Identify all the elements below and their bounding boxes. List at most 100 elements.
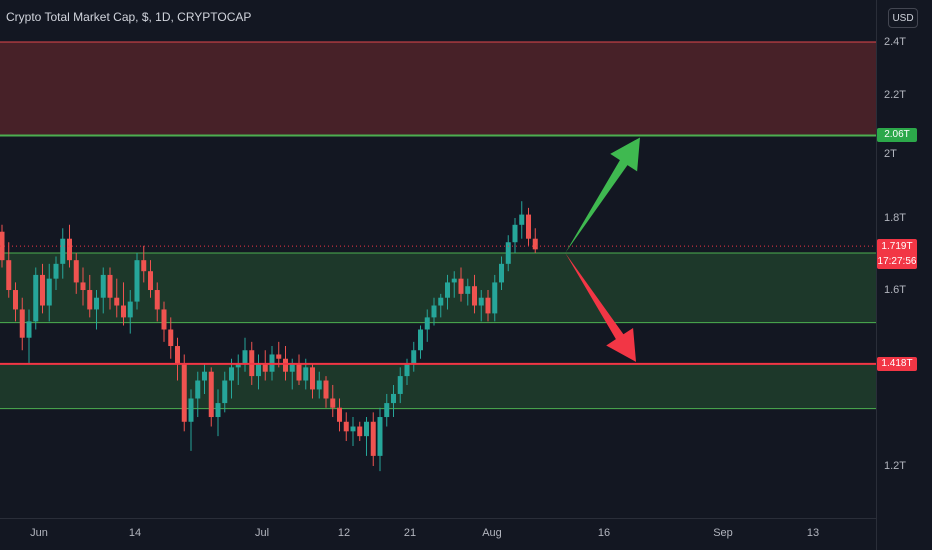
candles-layer <box>0 201 538 472</box>
candle-body <box>330 398 336 408</box>
y-tick-label: 2.4T <box>884 36 907 48</box>
current-price-value: 1.719T <box>881 241 913 253</box>
candle-body <box>195 380 201 399</box>
candle-body <box>357 426 363 437</box>
candle-body <box>431 305 437 318</box>
price-axis-separator <box>876 0 877 550</box>
candle-body <box>350 426 356 432</box>
candle-body <box>465 286 471 294</box>
candle-body <box>53 263 59 279</box>
zones-layer <box>0 41 876 410</box>
candle-body <box>499 263 504 283</box>
candle-body <box>377 417 383 456</box>
candle-body <box>222 380 228 404</box>
candle-body <box>114 297 120 306</box>
currency-button[interactable]: USD <box>888 8 918 28</box>
candle-body <box>161 309 167 330</box>
levels-layer <box>0 134 876 365</box>
candle-body <box>303 367 309 381</box>
candle-body <box>458 278 464 294</box>
candle-body <box>424 317 430 330</box>
candle-body <box>519 214 525 225</box>
candle-body <box>445 282 450 298</box>
candle-body <box>134 260 140 302</box>
x-tick-label: 12 <box>337 527 351 539</box>
candle-body <box>0 231 5 261</box>
chart-title: Crypto Total Market Cap, $, 1D, CRYPTOCA… <box>6 10 252 24</box>
candle-body <box>67 238 72 261</box>
level-price-tag-top: 2.06T <box>877 128 917 143</box>
candle-body <box>26 321 32 338</box>
y-tick-label: 1.8T <box>884 211 907 224</box>
candle-body <box>215 403 221 418</box>
candle-body <box>411 350 417 364</box>
candle-body <box>141 260 147 272</box>
candle-body <box>235 363 241 368</box>
candle-body <box>451 278 457 283</box>
x-tick-label: Jun <box>30 527 48 539</box>
candle-body <box>418 329 423 351</box>
candle-body <box>46 278 52 306</box>
candle-body <box>283 358 288 372</box>
countdown-timer: 17:27:56 <box>877 256 917 268</box>
candle-body <box>188 398 194 422</box>
support-zone <box>0 363 876 409</box>
candle-body <box>6 260 12 291</box>
candle-body <box>33 274 39 322</box>
resistance-zone <box>0 42 876 136</box>
candle-body <box>154 290 160 310</box>
candle-body <box>384 403 390 418</box>
candle-body <box>337 407 342 422</box>
x-tick-label: Aug <box>482 527 502 539</box>
candle-body <box>60 238 66 264</box>
x-tick-label: 16 <box>597 527 611 539</box>
candle-body <box>289 363 295 372</box>
candle-body <box>121 305 126 318</box>
y-tick-label: 2T <box>884 147 897 160</box>
candle-body <box>256 363 261 377</box>
candle-body <box>364 421 369 437</box>
candle-body <box>107 274 113 298</box>
candle-body <box>181 363 187 422</box>
candle-body <box>175 346 180 364</box>
x-tick-label: 21 <box>403 527 417 539</box>
candle-body <box>404 363 410 377</box>
candle-body <box>397 376 403 394</box>
candle-body <box>472 286 477 306</box>
candle-body <box>296 363 302 381</box>
x-tick-label: 14 <box>128 527 142 539</box>
candle-body <box>323 380 329 399</box>
candle-body <box>370 421 376 456</box>
candle-body <box>262 363 268 372</box>
bullish-arrow <box>565 137 640 253</box>
candle-body <box>80 282 86 291</box>
candle-body <box>478 297 484 306</box>
candle-body <box>208 371 214 418</box>
candle-body <box>485 297 491 314</box>
candle-body <box>40 274 45 306</box>
candle-body <box>13 290 18 310</box>
candle-body <box>532 238 538 250</box>
level-price-tag-bottom: 1.418T <box>877 356 917 371</box>
candle-body <box>127 301 133 318</box>
candle-body <box>87 290 93 310</box>
y-tick-label: 1.2T <box>884 460 907 472</box>
candle-body <box>316 380 322 390</box>
candle-body <box>505 242 511 264</box>
candle-body <box>19 309 25 338</box>
candle-body <box>276 354 282 359</box>
candle-body <box>492 282 498 314</box>
candle-body <box>148 271 153 291</box>
current-price-tag: 1.719T 17:27:56 <box>877 239 917 270</box>
candle-body <box>310 367 315 390</box>
candle-body <box>438 297 444 306</box>
candle-body <box>526 214 531 239</box>
candle-body <box>100 274 106 298</box>
candle-body <box>73 260 79 283</box>
y-tick-label: 2.2T <box>884 89 907 102</box>
candle-body <box>229 367 234 381</box>
x-tick-label: Jul <box>254 527 270 539</box>
x-tick-label: Sep <box>713 527 733 539</box>
projection-arrows <box>565 137 640 362</box>
